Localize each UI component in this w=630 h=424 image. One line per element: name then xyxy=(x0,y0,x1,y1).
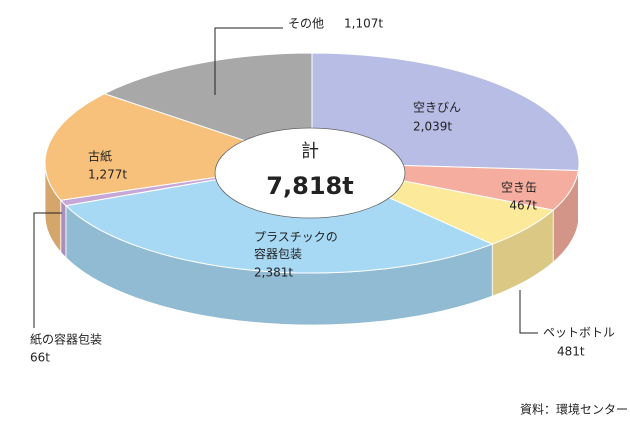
leader-line xyxy=(519,290,538,334)
slice-value: 2,381t xyxy=(254,266,293,280)
slice xyxy=(64,162,494,274)
total-value: 7,818t xyxy=(266,172,353,200)
slice-label: ペットボトル xyxy=(543,326,615,340)
slice-label: 空き缶 xyxy=(501,181,537,195)
center-hole xyxy=(214,127,406,219)
source: 資料：環境センター xyxy=(520,402,628,417)
leader-line xyxy=(214,27,283,95)
slice-value: 481t xyxy=(557,345,585,359)
slice-value: 467t xyxy=(509,199,537,213)
slice-value: 1,277t xyxy=(88,168,127,182)
total-label: 計 xyxy=(301,141,319,162)
slice-label: 紙の容器包装 xyxy=(30,332,102,347)
slice-label: 空きびん xyxy=(413,101,461,115)
slice-label: 古紙 xyxy=(88,149,112,164)
slice-value: 1,107t xyxy=(344,17,383,31)
label-line: 容器包装 xyxy=(254,246,302,261)
slice-label: その他 xyxy=(288,17,324,31)
slice-label: プラスチックの容器包装 xyxy=(254,230,338,261)
slice xyxy=(44,93,313,201)
leader-line xyxy=(33,212,62,328)
sides xyxy=(44,162,580,326)
label-line: プラスチックの xyxy=(254,230,338,244)
slice-value: 2,039t xyxy=(413,120,452,134)
slice-value: 66t xyxy=(30,351,50,365)
slice-side xyxy=(60,199,67,259)
slice xyxy=(311,52,580,171)
